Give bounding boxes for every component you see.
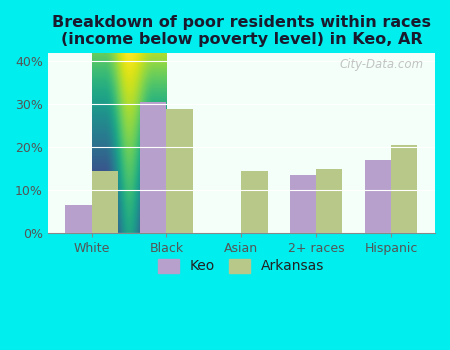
- Title: Breakdown of poor residents within races
(income below poverty level) in Keo, AR: Breakdown of poor residents within races…: [52, 15, 431, 47]
- Bar: [65, 205, 91, 233]
- Legend: Keo, Arkansas: Keo, Arkansas: [151, 252, 332, 280]
- Bar: [140, 102, 166, 233]
- Text: City-Data.com: City-Data.com: [339, 58, 423, 71]
- Bar: [241, 171, 268, 233]
- Bar: [316, 169, 342, 233]
- Bar: [91, 171, 118, 233]
- Bar: [365, 160, 391, 233]
- Bar: [391, 145, 418, 233]
- Bar: [290, 175, 316, 233]
- Bar: [166, 108, 193, 233]
